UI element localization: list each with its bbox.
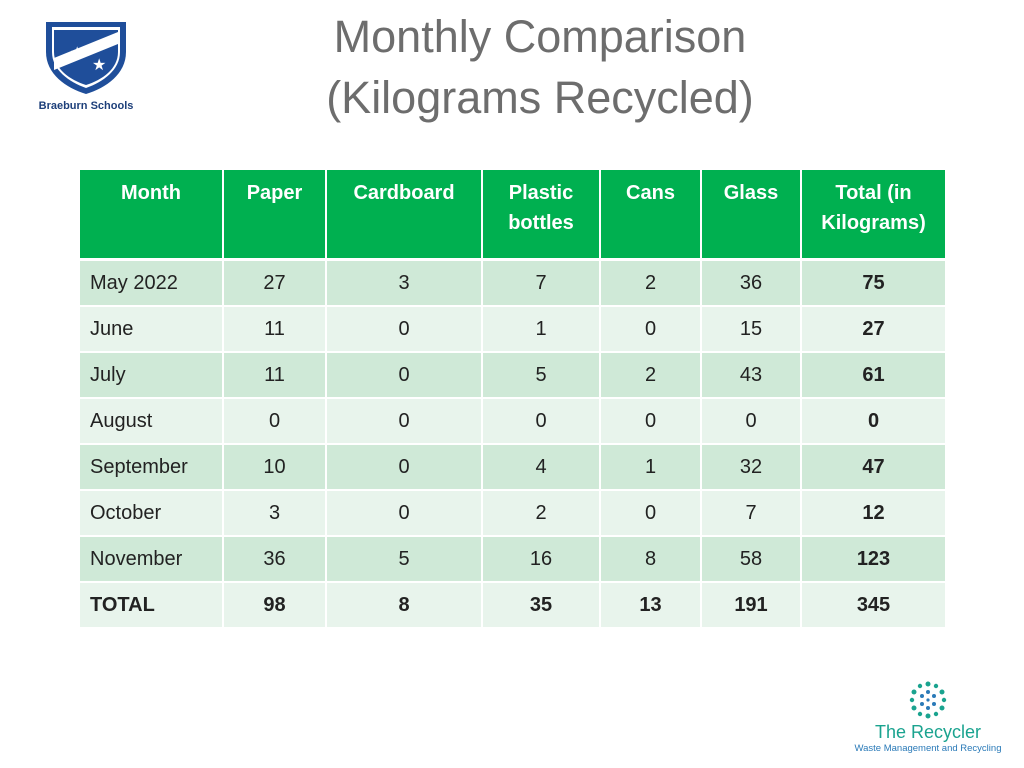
table-cell: 2	[600, 259, 702, 307]
table-cell: 1	[482, 306, 601, 353]
table-row: June 11 0 1 0 15 27	[80, 306, 947, 353]
table-row: September 10 0 4 1 32 47	[80, 444, 947, 491]
table-row: November 36 5 16 8 58 123	[80, 536, 947, 583]
table-cell: 0	[326, 490, 483, 537]
table-row: October 3 0 2 0 7 12	[80, 490, 947, 537]
table-cell: 3	[223, 490, 327, 537]
column-header: Cans	[600, 170, 702, 261]
table-cell: 13	[600, 582, 702, 629]
table-cell: July	[80, 352, 224, 399]
table-cell: 98	[223, 582, 327, 629]
table-cell: 0	[801, 398, 947, 445]
table-cell: 345	[801, 582, 947, 629]
table-cell: 5	[482, 352, 601, 399]
table-cell: 36	[701, 259, 802, 307]
column-header: Month	[80, 170, 224, 261]
page-title: Monthly Comparison (Kilograms Recycled)	[200, 6, 880, 128]
table-cell: 0	[482, 398, 601, 445]
table-cell: 2	[600, 352, 702, 399]
table-cell: 0	[223, 398, 327, 445]
table-cell: 0	[326, 352, 483, 399]
table-cell: 123	[801, 536, 947, 583]
title-line-1: Monthly Comparison	[333, 11, 747, 62]
table-cell: September	[80, 444, 224, 491]
table-cell: 32	[701, 444, 802, 491]
table-row: July 11 0 5 2 43 61	[80, 352, 947, 399]
recycler-name: The Recycler	[874, 722, 982, 742]
table-cell: June	[80, 306, 224, 353]
table-cell: 58	[701, 536, 802, 583]
table-cell: 0	[326, 444, 483, 491]
table-total-row: TOTAL 98 8 35 13 191 345	[80, 582, 947, 629]
svg-text:★: ★	[70, 43, 84, 62]
table-cell: 3	[326, 259, 483, 307]
school-crest-icon: ★ ★	[46, 22, 126, 94]
table-cell: 12	[801, 490, 947, 537]
table-cell: November	[80, 536, 224, 583]
table-cell: October	[80, 490, 224, 537]
table-cell: 5	[326, 536, 483, 583]
column-header: Paper	[223, 170, 327, 261]
table-cell: August	[80, 398, 224, 445]
table-cell: 0	[600, 306, 702, 353]
table-cell: 4	[482, 444, 601, 491]
school-logo: ★ ★ Braeburn Schools	[36, 18, 136, 112]
table-cell: 35	[482, 582, 601, 629]
svg-text:★: ★	[92, 55, 106, 74]
table-cell: 11	[223, 352, 327, 399]
table-cell: 61	[801, 352, 947, 399]
table-cell: 0	[326, 306, 483, 353]
table-cell: 191	[701, 582, 802, 629]
table-cell: 15	[701, 306, 802, 353]
school-name: Braeburn Schools	[38, 100, 134, 112]
column-header: Glass	[701, 170, 802, 261]
recycler-tagline: Waste Management and Recycling	[854, 743, 1002, 754]
table-cell: 16	[482, 536, 601, 583]
table-cell: 43	[701, 352, 802, 399]
table-cell: 47	[801, 444, 947, 491]
table-cell: 0	[326, 398, 483, 445]
table-cell: 27	[801, 306, 947, 353]
table-cell: 0	[600, 398, 702, 445]
table-cell: 27	[223, 259, 327, 307]
recycling-dots-icon	[909, 681, 947, 719]
table-row: August 0 0 0 0 0 0	[80, 398, 947, 445]
table-cell: 0	[600, 490, 702, 537]
table-cell: 11	[223, 306, 327, 353]
column-header: Total (in Kilograms)	[801, 170, 947, 261]
table-cell: 10	[223, 444, 327, 491]
table-cell: 7	[482, 259, 601, 307]
table-cell: 2	[482, 490, 601, 537]
table-cell: May 2022	[80, 259, 224, 307]
column-header: Cardboard	[326, 170, 483, 261]
table-cell: 0	[701, 398, 802, 445]
table-cell: 7	[701, 490, 802, 537]
recycling-table: Month Paper Cardboard Plastic bottles Ca…	[80, 170, 947, 629]
table-row: May 2022 27 3 7 2 36 75	[80, 259, 947, 307]
table-header-row: Month Paper Cardboard Plastic bottles Ca…	[80, 170, 947, 261]
table-cell: 8	[600, 536, 702, 583]
table-cell: 8	[326, 582, 483, 629]
title-line-2: (Kilograms Recycled)	[326, 72, 754, 123]
recycler-logo: The Recycler Waste Management and Recycl…	[842, 680, 1014, 754]
table-cell: 1	[600, 444, 702, 491]
table-cell: TOTAL	[80, 582, 224, 629]
column-header: Plastic bottles	[482, 170, 601, 261]
table-cell: 36	[223, 536, 327, 583]
table-cell: 75	[801, 259, 947, 307]
